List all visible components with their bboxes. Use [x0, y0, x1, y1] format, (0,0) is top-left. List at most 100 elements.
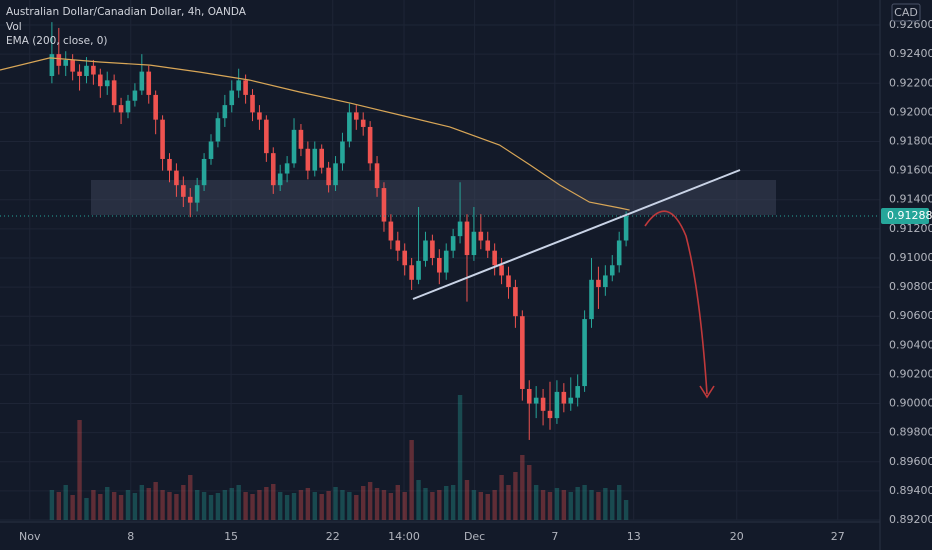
- candle-body: [464, 221, 470, 256]
- candle-body: [312, 148, 318, 171]
- candle-body: [139, 71, 145, 91]
- candle-body: [49, 54, 55, 76]
- candle-body: [91, 65, 96, 75]
- volume-bar: [596, 492, 601, 520]
- volume-bar: [91, 490, 96, 520]
- candle-body: [284, 163, 290, 174]
- candle-body: [506, 275, 511, 288]
- y-tick-label: 0.91000: [889, 251, 932, 264]
- candle-body: [319, 148, 324, 168]
- volume-legend: Vol: [6, 21, 22, 33]
- volume-bar: [520, 455, 525, 520]
- volume-bar: [616, 485, 622, 520]
- x-tick-label: 15: [224, 530, 238, 543]
- candle-body: [450, 236, 456, 251]
- candle-body: [84, 65, 89, 76]
- candle-body: [153, 94, 158, 120]
- volume-bar: [277, 492, 283, 520]
- candle-body: [409, 265, 414, 280]
- candle-body: [395, 240, 401, 251]
- volume-bar: [111, 492, 117, 520]
- y-tick-label: 0.90600: [889, 309, 932, 322]
- y-tick-label: 0.91600: [889, 164, 932, 177]
- volume-bar: [312, 492, 317, 520]
- candle-body: [347, 112, 352, 142]
- volume-bar: [347, 492, 352, 520]
- candles: [49, 22, 629, 440]
- candle-body: [589, 279, 594, 320]
- volume-bar: [132, 493, 138, 520]
- volume-bar: [533, 485, 539, 520]
- y-tick-label: 0.92600: [889, 18, 932, 31]
- x-tick-label: 20: [730, 530, 744, 543]
- volume-bar: [430, 492, 435, 520]
- candle-body: [167, 158, 172, 171]
- volume-bar: [381, 490, 387, 520]
- y-tick-label: 0.90800: [889, 280, 932, 293]
- symbol-title: Australian Dollar/Canadian Dollar, 4h, O…: [6, 6, 247, 18]
- y-tick-label: 0.92000: [889, 105, 932, 118]
- candle-body: [582, 319, 587, 387]
- volume-bar: [188, 475, 193, 520]
- candle-body: [70, 59, 75, 72]
- volume-bar: [561, 490, 567, 520]
- currency-box: [891, 3, 921, 22]
- resistance-zone: [91, 180, 776, 215]
- volume-bar: [160, 490, 165, 520]
- y-tick-label: 0.91800: [889, 135, 932, 148]
- candle-body: [609, 265, 615, 276]
- volume-bar: [319, 494, 324, 520]
- y-tick-label: 0.89800: [889, 426, 932, 439]
- y-tick-label: 0.89400: [889, 484, 932, 497]
- candle-body: [201, 158, 207, 186]
- volume-bar: [49, 490, 55, 520]
- candle-body: [132, 90, 138, 101]
- candle-body: [125, 100, 131, 113]
- last-price-label: 0.91288: [887, 209, 932, 222]
- volume-bar: [208, 495, 214, 520]
- candle-body: [146, 71, 152, 95]
- y-tick-label: 0.91200: [889, 222, 932, 235]
- candle-body: [533, 397, 539, 404]
- volume-bar: [568, 492, 573, 520]
- volume-bar: [471, 490, 477, 520]
- volume-pane: [49, 395, 629, 520]
- volume-bar: [575, 487, 580, 520]
- volume-bar: [257, 490, 262, 520]
- volume-bar: [478, 492, 484, 520]
- candle-body: [596, 279, 601, 288]
- x-tick-label: 27: [831, 530, 845, 543]
- candle-body: [305, 148, 311, 171]
- candle-body: [623, 216, 629, 241]
- x-tick-label: Nov: [19, 530, 41, 543]
- candle-body: [547, 410, 553, 419]
- volume-bar: [236, 485, 241, 520]
- volume-bar: [367, 482, 373, 520]
- volume-bar: [298, 490, 304, 520]
- volume-bar: [139, 485, 145, 520]
- volume-bar: [423, 488, 428, 520]
- candle-body: [243, 80, 248, 95]
- volume-bar: [416, 480, 421, 520]
- candle-body: [174, 170, 179, 186]
- volume-bar: [215, 493, 221, 520]
- volume-bar: [84, 498, 89, 520]
- x-tick-label: 8: [127, 530, 134, 543]
- y-tick-label: 0.90000: [889, 397, 932, 410]
- volume-bar: [201, 492, 207, 520]
- volume-bar: [70, 495, 75, 520]
- volume-bar: [388, 493, 394, 520]
- volume-bar: [56, 492, 62, 520]
- candle-body: [526, 388, 532, 404]
- candle-body: [367, 126, 373, 164]
- candle-body: [360, 119, 366, 127]
- ema-line: [0, 57, 630, 211]
- volume-bar: [125, 490, 131, 520]
- volume-bar: [77, 420, 82, 520]
- volume-bar: [547, 492, 553, 520]
- volume-bar: [174, 494, 179, 520]
- volume-bar: [146, 488, 151, 520]
- candle-body: [333, 163, 338, 186]
- x-tick-label: 13: [627, 530, 641, 543]
